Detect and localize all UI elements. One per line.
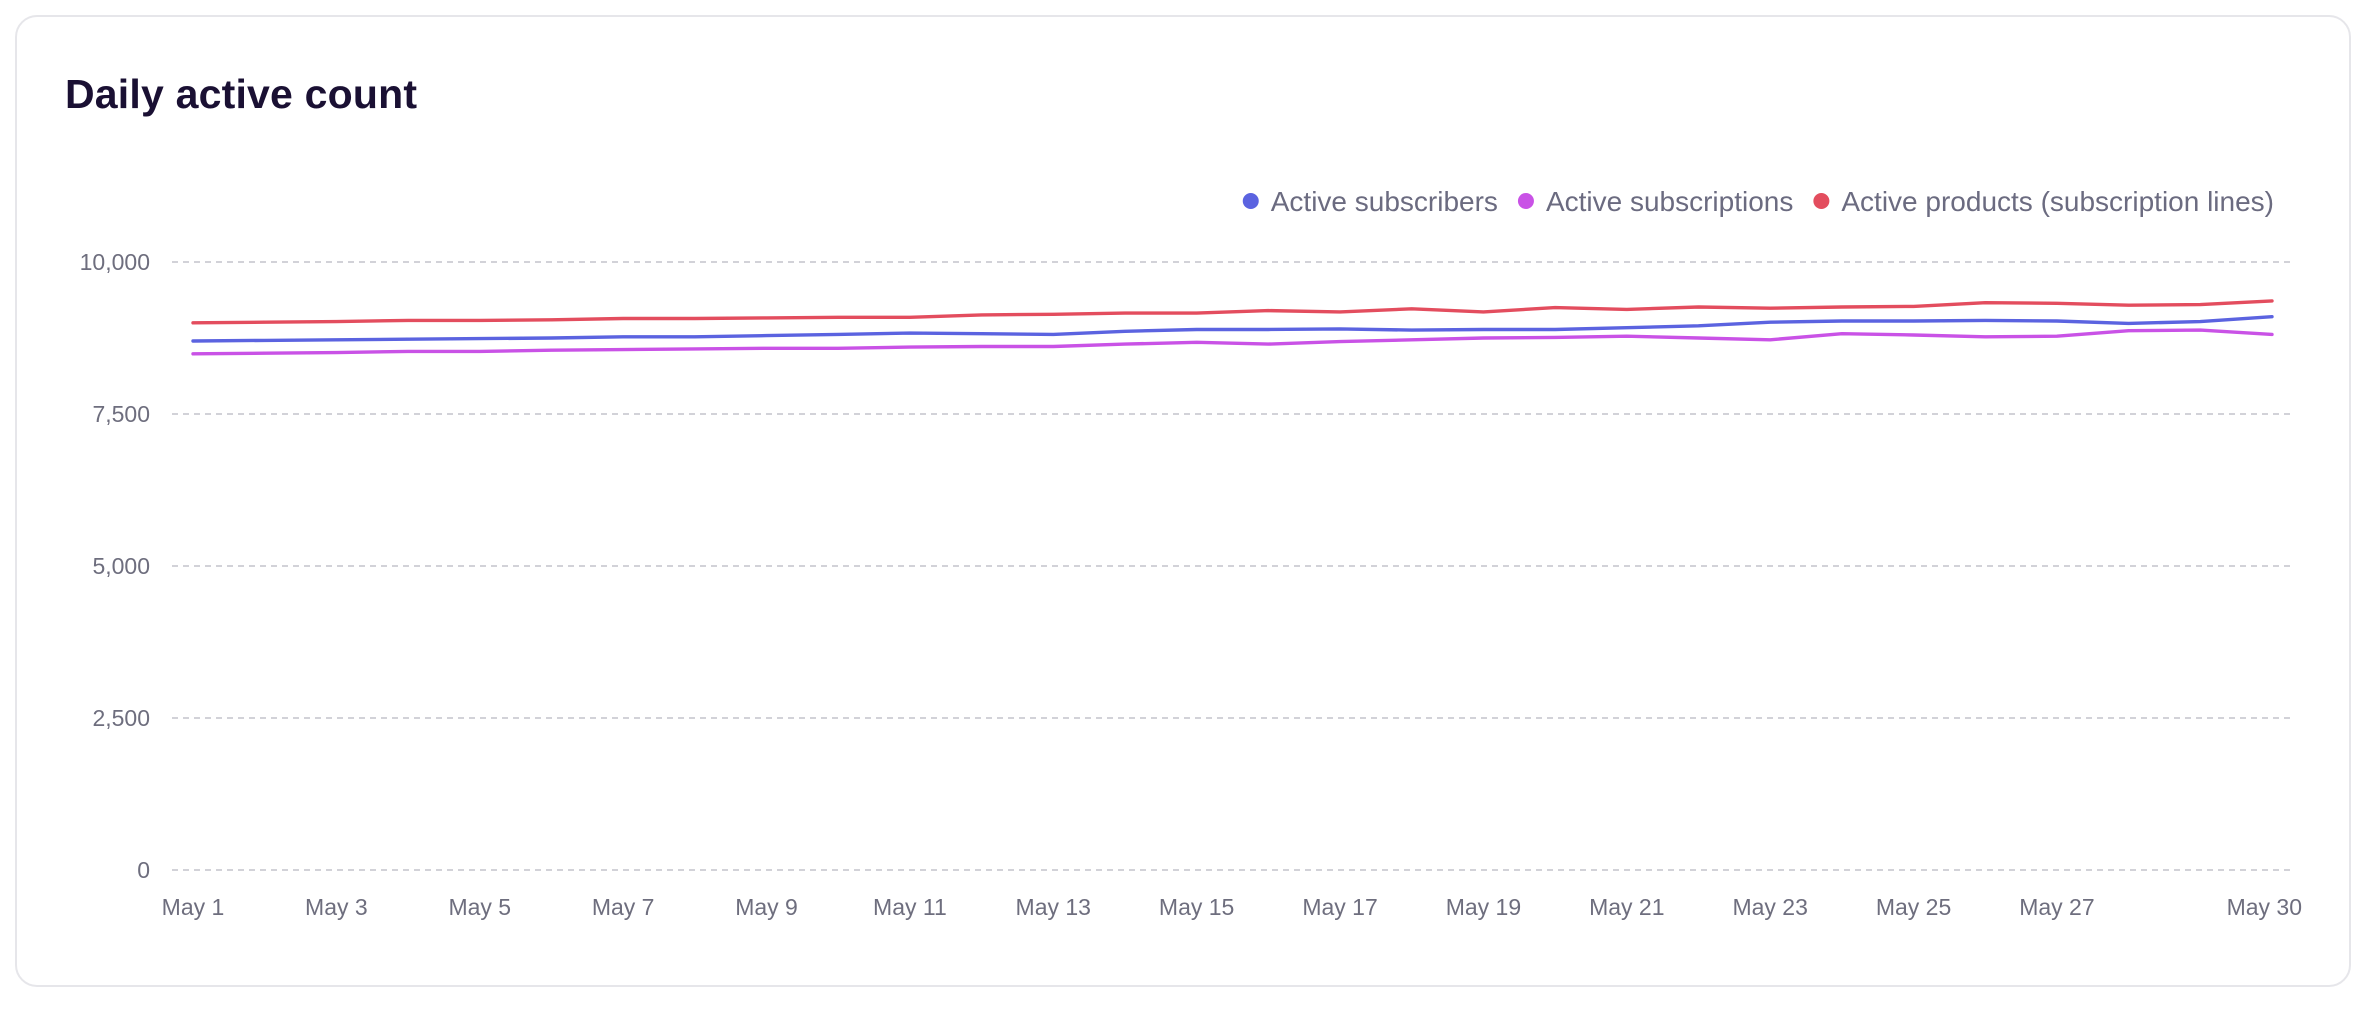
x-tick-label: May 17 [1302, 894, 1377, 920]
x-tick-label: May 21 [1589, 894, 1664, 920]
series-line-2 [191, 328, 2274, 356]
x-axis-ticks: May 1 May 3 May 5 May 7 May 9 May 11 May 13 May… [162, 894, 2302, 920]
y-tick-label: 0 [137, 857, 150, 883]
legend-dot [1813, 193, 1830, 209]
x-tick-label: May 5 [448, 894, 511, 920]
x-tick-label: May 15 [1159, 894, 1234, 920]
legend-label: Active subscribers [1271, 186, 1498, 217]
legend-item-2[interactable]: Active subscriptions [1517, 186, 1793, 217]
chart-card: Daily active count [15, 15, 2351, 987]
x-tick-label: May 27 [2019, 894, 2094, 920]
grid-lines [172, 261, 2292, 871]
y-axis-ticks: 0 2,500 5,000 7,500 10,000 [80, 249, 150, 883]
y-tick-label: 7,500 [92, 401, 150, 427]
legend-item-3[interactable]: Active products (subscription lines) [1813, 186, 2274, 217]
x-tick-label: May 23 [1732, 894, 1807, 920]
x-tick-label: May 7 [592, 894, 655, 920]
y-tick-label: 10,000 [80, 249, 150, 275]
x-tick-label: May 30 [2227, 894, 2302, 920]
legend-label: Active products (subscription lines) [1841, 186, 2274, 217]
x-tick-label: May 3 [305, 894, 368, 920]
y-tick-label: 5,000 [92, 553, 150, 579]
legend-item-1[interactable]: Active subscribers [1242, 186, 1498, 217]
legend-label: Active subscriptions [1546, 186, 1793, 217]
x-tick-label: May 9 [735, 894, 798, 920]
x-tick-label: May 19 [1446, 894, 1521, 920]
x-tick-label: May 13 [1016, 894, 1091, 920]
series-lines [191, 299, 2274, 356]
series-line-3 [191, 299, 2274, 325]
x-tick-label: May 25 [1876, 894, 1951, 920]
x-tick-label: May 1 [162, 894, 225, 920]
card-title: Daily active count [65, 71, 418, 117]
series-line-1 [191, 315, 2274, 343]
y-tick-label: 2,500 [92, 705, 150, 731]
legend-dot [1517, 193, 1534, 209]
x-tick-label: May 11 [873, 894, 947, 920]
legend: Active subscribers Active subscriptions Ac… [1242, 186, 2274, 217]
legend-dot [1242, 193, 1259, 209]
